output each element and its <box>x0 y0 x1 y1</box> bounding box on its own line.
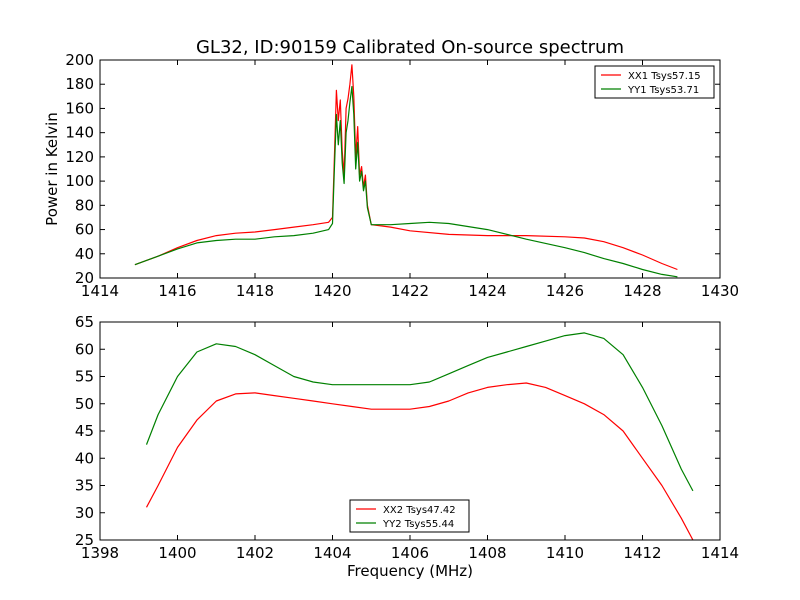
series-line-xx2 <box>145 382 694 541</box>
x-tick-label: 1430 <box>701 282 739 300</box>
x-tick-label: 1410 <box>546 544 584 562</box>
y-tick-label: 160 <box>65 99 94 117</box>
legend-box <box>349 499 470 533</box>
y-tick-label: 100 <box>65 172 94 190</box>
y-tick-label: 65 <box>75 313 94 331</box>
x-tick-label: 1414 <box>701 544 739 562</box>
x-tick-label: 1426 <box>546 282 584 300</box>
x-tick-label: 1412 <box>623 544 661 562</box>
y-tick-label: 20 <box>75 269 94 287</box>
series-line-yy2 <box>145 332 694 492</box>
y-axis-title: Power in Kelvin <box>43 112 61 226</box>
x-tick-label: 1414 <box>81 282 119 300</box>
x-tick-label: 1422 <box>391 282 429 300</box>
legend-label: XX1 Tsys57.15 <box>628 71 701 82</box>
y-tick-label: 30 <box>75 504 94 522</box>
y-tick-label: 80 <box>75 196 94 214</box>
x-tick-label: 1400 <box>158 544 196 562</box>
series-line-yy1 <box>134 85 678 278</box>
y-tick-label: 60 <box>75 221 94 239</box>
y-tick-label: 180 <box>65 75 94 93</box>
y-tick-label: 60 <box>75 340 94 358</box>
bottom-spectrum-panel: 1398 1400 1402 1404 1406 1408 1410 1412 1414 25 30… <box>75 313 739 580</box>
x-axis-title: Frequency (MHz) <box>347 562 473 580</box>
y-tick-label: 50 <box>75 395 94 413</box>
x-tick-label: 1418 <box>236 282 274 300</box>
x-tick-label: 1428 <box>623 282 661 300</box>
chart-title: GL32, ID:90159 Calibrated On-source spec… <box>196 37 624 58</box>
x-tick-label: 1406 <box>391 544 429 562</box>
legend-label: YY1 Tsys53.71 <box>627 85 699 96</box>
x-tick-label: 1416 <box>158 282 196 300</box>
y-tick-label: 40 <box>75 245 94 263</box>
x-tick-label: 1408 <box>468 544 506 562</box>
y-tick-label: 40 <box>75 449 94 467</box>
y-tick-label: 35 <box>75 477 94 495</box>
legend-box <box>594 65 715 99</box>
legend: XX2 Tsys47.42 YY2 Tsys55.44 <box>349 499 470 533</box>
x-tick-label: 1398 <box>81 544 119 562</box>
legend-label: YY2 Tsys55.44 <box>382 519 454 530</box>
legend: XX1 Tsys57.15 YY1 Tsys53.71 <box>594 65 715 99</box>
x-tick-label: 1424 <box>468 282 506 300</box>
x-tick-label: 1402 <box>236 544 274 562</box>
top-spectrum-panel: 1414 1416 1418 1420 1422 1424 1426 1428 1430 20 40… <box>43 51 739 300</box>
y-tick-label: 200 <box>65 51 94 69</box>
y-tick-label: 45 <box>75 422 94 440</box>
x-tick-label: 1420 <box>313 282 351 300</box>
y-tick-label: 140 <box>65 124 94 142</box>
x-tick-label: 1404 <box>313 544 351 562</box>
series-line-xx1 <box>134 64 678 271</box>
legend-label: XX2 Tsys47.42 <box>383 505 456 516</box>
y-tick-label: 55 <box>75 368 94 386</box>
y-tick-label: 120 <box>65 148 94 166</box>
y-tick-label: 25 <box>75 531 94 549</box>
